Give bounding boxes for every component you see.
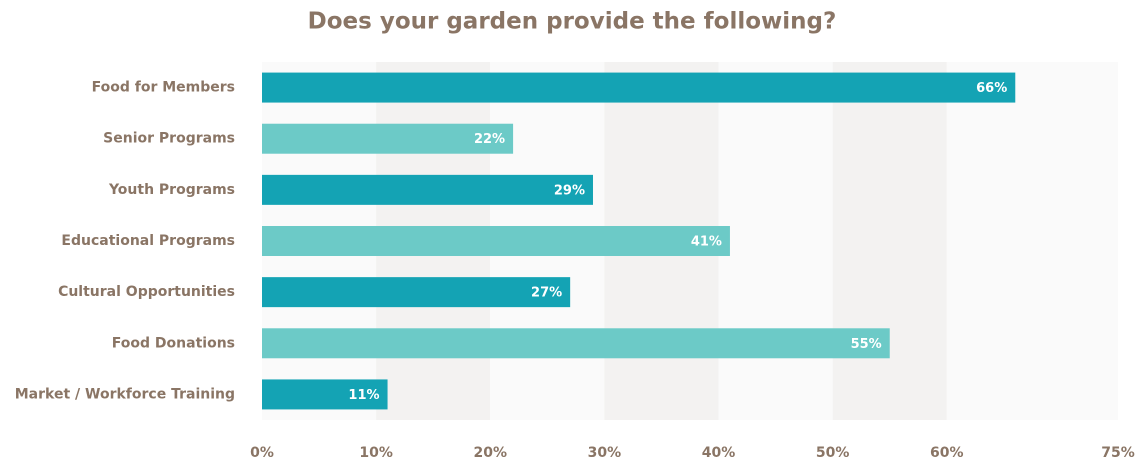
bar [262,379,388,410]
value-label: 55% [851,337,882,352]
bar [262,328,890,359]
value-label: 22% [474,132,505,147]
y-tick-label: Cultural Opportunities [58,284,235,300]
value-label: 27% [531,286,562,301]
bar [262,226,730,256]
x-tick-label: 50% [816,445,850,461]
chart-title: Does your garden provide the following? [308,9,837,35]
bar [262,174,593,205]
x-tick-label: 40% [702,445,736,461]
x-tick-label: 30% [588,445,622,461]
y-tick-label: Senior Programs [103,131,235,147]
value-label: 11% [348,388,379,403]
y-tick-label: Food Donations [112,335,235,351]
grid-band [946,62,1118,420]
y-tick-label: Food for Members [92,80,235,96]
bar [262,123,514,154]
grid-band [832,62,947,420]
y-tick-label: Youth Programs [108,182,235,198]
grid-band [718,62,833,420]
y-tick-label: Market / Workforce Training [15,386,235,402]
value-label: 66% [976,81,1007,96]
value-label: 29% [554,183,585,198]
x-tick-label: 60% [930,445,964,461]
x-tick-label: 0% [250,445,274,461]
plot-background [262,62,1118,420]
bar [262,72,1016,103]
value-label: 41% [691,235,722,250]
x-tick-label: 75% [1101,445,1135,461]
bar [262,277,571,308]
x-tick-label: 20% [474,445,508,461]
x-tick-label: 10% [359,445,393,461]
y-tick-label: Educational Programs [61,233,235,249]
